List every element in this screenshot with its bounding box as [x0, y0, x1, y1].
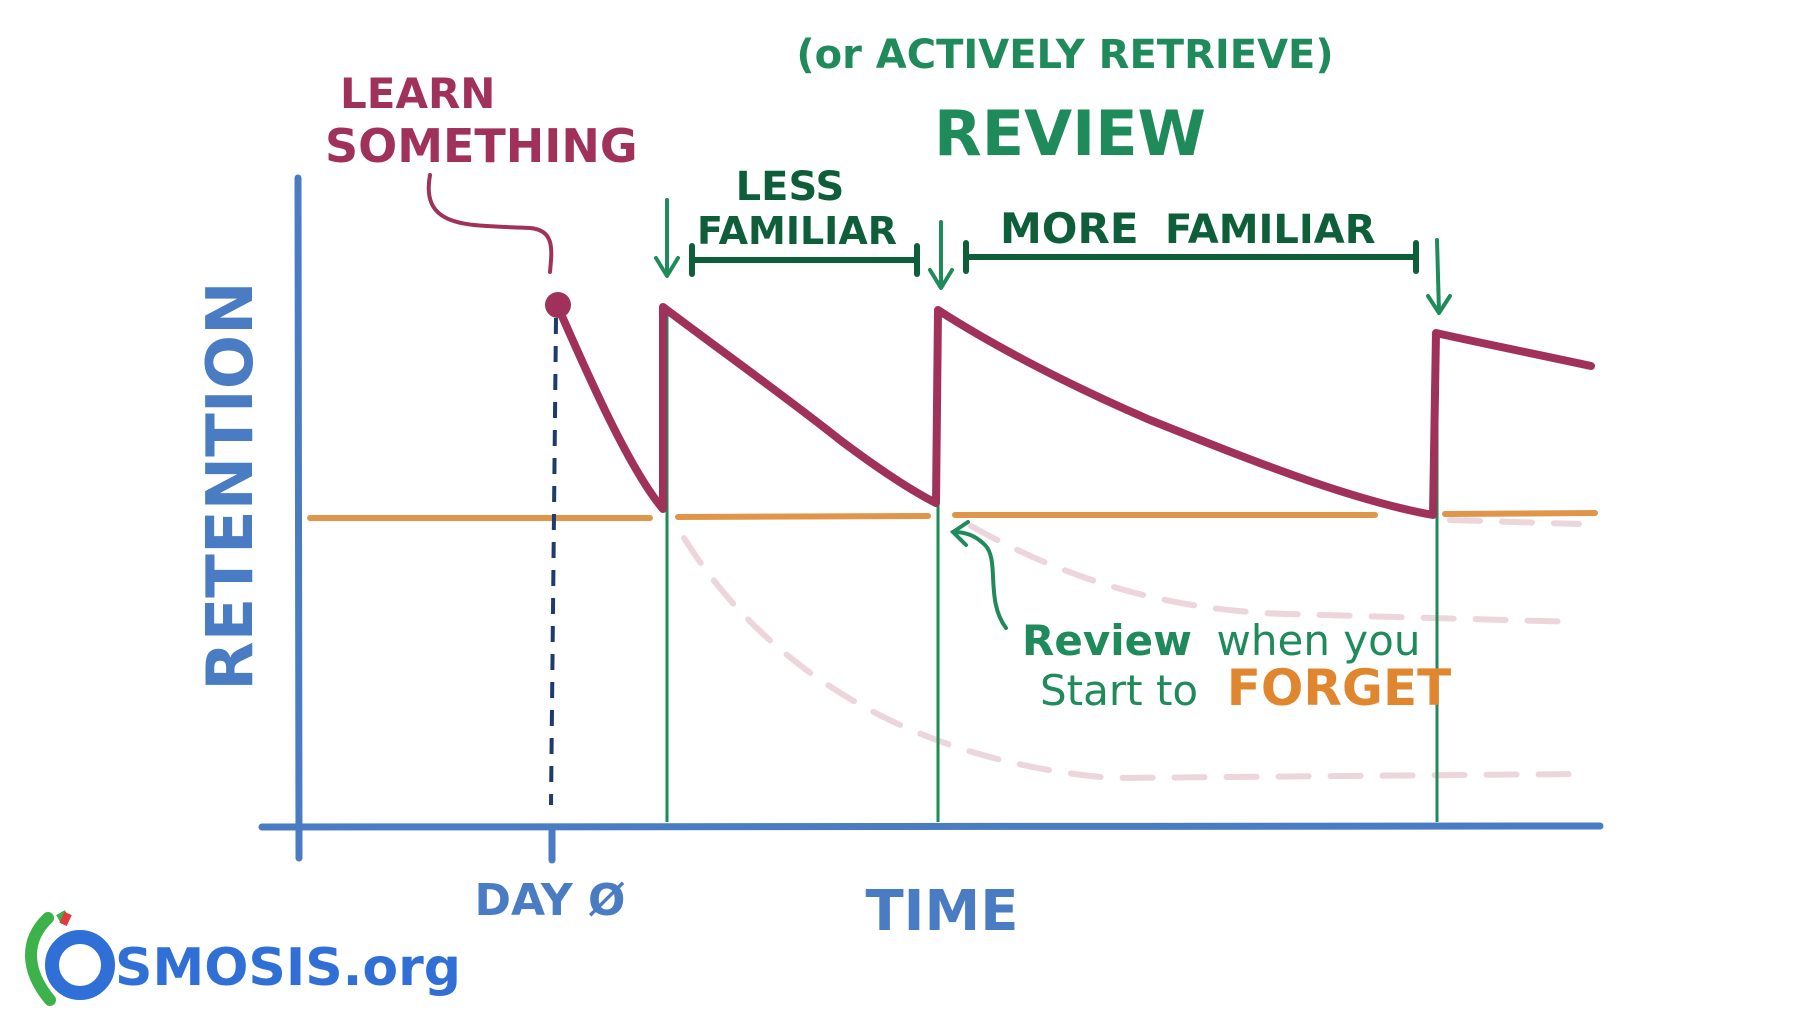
- down-arrow-icon: [654, 198, 680, 278]
- x-axis-label: TIME: [865, 879, 1018, 944]
- less-familiar-label: FAMILIAR: [697, 209, 897, 253]
- title: REVIEW: [934, 97, 1206, 170]
- more-familiar-label: FAMILIAR: [1165, 207, 1376, 253]
- learn-point: [545, 292, 571, 318]
- more-label: MORE: [1000, 204, 1139, 253]
- review-note-line2: Start to FORGET: [1040, 659, 1451, 717]
- down-arrow-icon: [1426, 238, 1452, 315]
- forgetting-curve-1: [681, 535, 1582, 782]
- review-note-rest: when you: [1217, 616, 1421, 665]
- review-note-forget: FORGET: [1227, 659, 1451, 717]
- osmosis-logo-text: SMOSIS.org: [115, 938, 461, 998]
- subtitle: (or ACTIVELY RETRIEVE): [796, 32, 1333, 78]
- forgetting-curve-2: [968, 523, 1582, 625]
- more-familiar-bracket: [963, 240, 1419, 274]
- day-zero-label: DAY Ø: [475, 875, 626, 926]
- less-label: LESS: [736, 164, 845, 210]
- y-axis: [294, 174, 303, 862]
- day-zero-dashed-line: [549, 317, 558, 806]
- y-axis-label: RETENTION: [194, 281, 268, 690]
- review-note-line1: Review when you: [1022, 616, 1420, 665]
- learn-label-line1: LEARN: [340, 69, 495, 118]
- retention-curve: [554, 303, 1595, 519]
- threshold-line: [1442, 510, 1598, 517]
- x-axis: [258, 822, 1604, 831]
- review-note-review: Review: [1022, 616, 1192, 665]
- forgetting-curve-3: [1447, 517, 1582, 527]
- learn-label-line2: SOMETHING: [325, 119, 638, 173]
- less-familiar-bracket: [689, 243, 920, 277]
- review-note-start: Start to: [1040, 666, 1198, 715]
- curved-arrow-icon: [949, 520, 1008, 630]
- osmosis-logo: SMOSIS.org: [25, 910, 461, 1006]
- threshold-line: [675, 513, 931, 520]
- down-arrow-icon: [928, 220, 954, 290]
- learn-callout-line: [426, 173, 554, 274]
